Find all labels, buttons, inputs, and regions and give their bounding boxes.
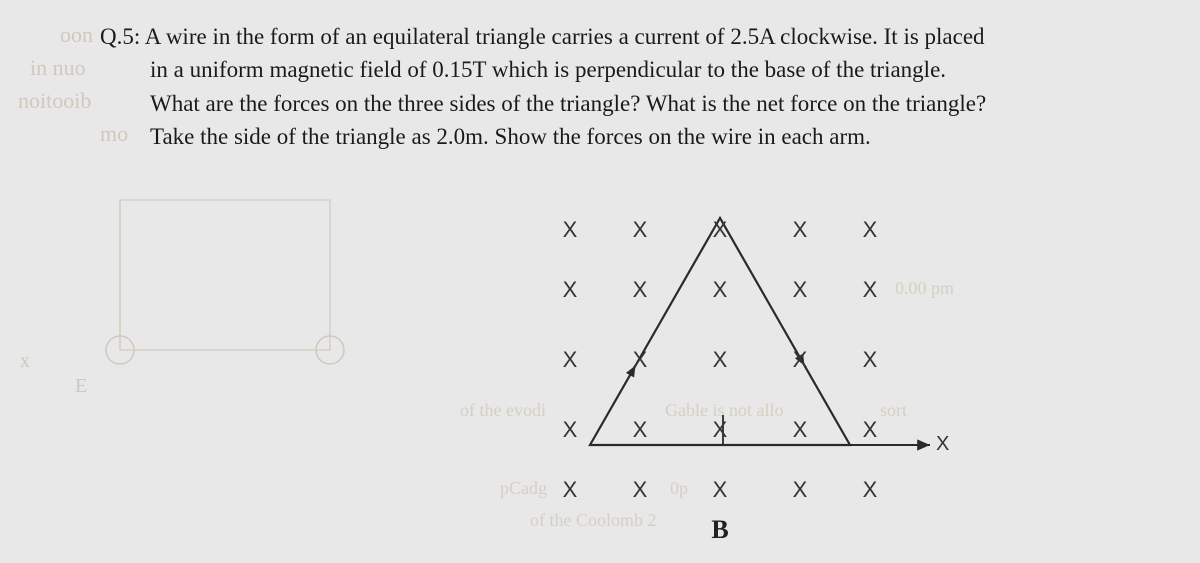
field-x-mark: X (713, 347, 728, 373)
field-x-mark: X (633, 417, 648, 443)
field-x-mark: X (713, 477, 728, 503)
magnetic-field-label: B (711, 515, 728, 545)
field-x-mark: X (563, 347, 578, 373)
ghost-text: oon (60, 22, 93, 48)
field-x-mark: X (563, 417, 578, 443)
field-x-mark: X (713, 417, 728, 443)
field-x-mark: X (633, 477, 648, 503)
axis-x-label: X (936, 433, 949, 456)
question-line-4: Take the side of the triangle as 2.0m. S… (100, 120, 1160, 153)
field-x-mark: X (793, 277, 808, 303)
figure-area: of the evodi Gable is not allo sort 0.00… (0, 200, 1200, 563)
question-line-2: in a uniform magnetic field of 0.15T whi… (100, 53, 1160, 86)
field-x-mark: X (713, 277, 728, 303)
field-x-mark: X (863, 477, 878, 503)
question-text: Q.5: A wire in the form of an equilatera… (100, 20, 1160, 153)
field-x-mark: X (633, 277, 648, 303)
ghost-text: in nuo (30, 55, 86, 81)
question-label: Q.5: (100, 24, 140, 49)
field-x-mark: X (863, 217, 878, 243)
field-x-mark: X (863, 347, 878, 373)
field-x-mark: X (793, 217, 808, 243)
triangle-diagram (0, 200, 1200, 563)
field-x-mark: X (563, 217, 578, 243)
field-x-mark: X (793, 347, 808, 373)
field-x-mark: X (633, 217, 648, 243)
field-x-mark: X (793, 477, 808, 503)
field-x-mark: X (563, 277, 578, 303)
field-x-mark: X (563, 477, 578, 503)
ghost-text: noitooib (18, 88, 91, 114)
field-x-mark: X (863, 417, 878, 443)
question-line-3: What are the forces on the three sides o… (100, 87, 1160, 120)
field-x-mark: X (633, 347, 648, 373)
question-line-1: A wire in the form of an equilateral tri… (145, 24, 985, 49)
field-x-mark: X (713, 217, 728, 243)
field-x-mark: X (793, 417, 808, 443)
field-x-mark: X (863, 277, 878, 303)
